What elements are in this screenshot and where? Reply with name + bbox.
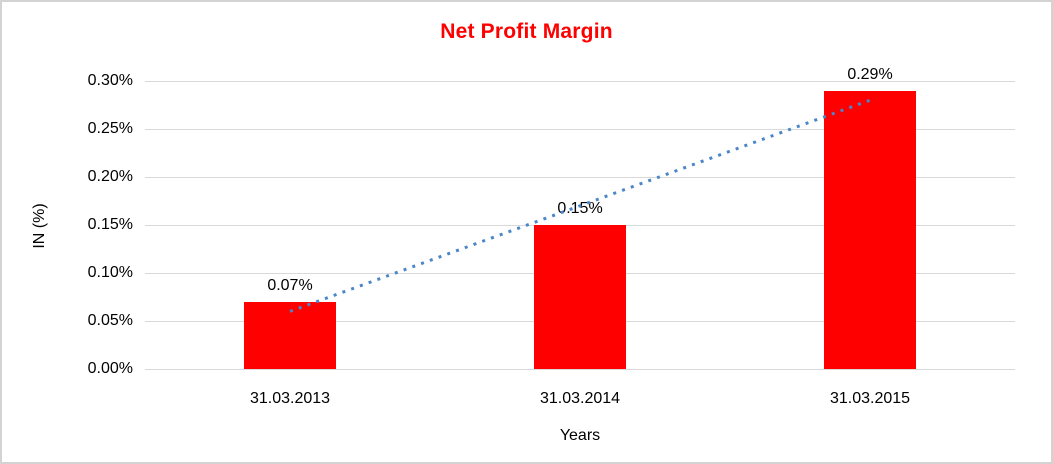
gridline <box>145 369 1015 370</box>
y-tick-label: 0.20% <box>87 168 133 185</box>
chart-title: Net Profit Margin <box>440 20 613 43</box>
x-axis-title: Years <box>559 427 601 444</box>
bar-31.03.2014 <box>534 225 626 369</box>
y-tick-label: 0.30% <box>87 72 133 89</box>
bar-value-label: 0.15% <box>557 200 603 217</box>
plot-area: 0.07% 0.15% 0.29% <box>145 66 1015 370</box>
y-tick-label: 0.10% <box>87 264 133 281</box>
x-tick-label: 31.03.2015 <box>829 390 911 407</box>
x-tick-label: 31.03.2014 <box>539 390 621 407</box>
y-tick-label: 0.00% <box>87 360 133 377</box>
bar-31.03.2013 <box>244 302 336 369</box>
y-tick-label: 0.05% <box>87 312 133 329</box>
y-axis-title: IN (%) <box>31 203 48 249</box>
y-tick-label: 0.15% <box>87 216 133 233</box>
x-tick-label: 31.03.2013 <box>249 390 331 407</box>
bar-value-label: 0.07% <box>267 277 313 294</box>
bar-31.03.2015 <box>824 91 916 369</box>
bar-value-label: 0.29% <box>847 66 893 83</box>
gridline <box>145 81 1015 82</box>
y-tick-label: 0.25% <box>87 120 133 137</box>
